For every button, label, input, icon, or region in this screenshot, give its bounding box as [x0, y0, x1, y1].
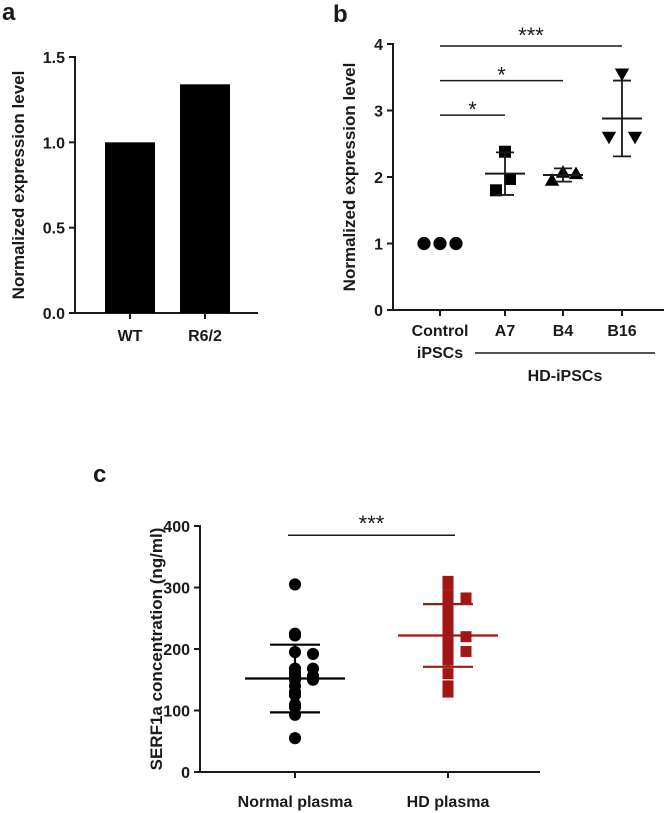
data-point	[417, 236, 431, 251]
y-tick-label: 100	[163, 704, 190, 721]
data-point	[460, 592, 472, 604]
data-point	[460, 645, 472, 657]
y-tick-label: 0	[374, 303, 383, 320]
y-tick-label: 4	[374, 37, 383, 54]
x-category-label: Control	[412, 323, 469, 340]
x-category-label: B4	[553, 323, 574, 340]
significance-label: *	[468, 97, 477, 122]
panel-label-c: c	[93, 461, 106, 488]
data-point	[442, 686, 454, 698]
y-tick-label: 3	[374, 104, 383, 121]
data-point	[544, 173, 560, 186]
x-category-label: A7	[495, 323, 516, 340]
data-point	[288, 578, 302, 591]
y-axis-title: Normalized expression level	[340, 63, 359, 292]
bar	[180, 84, 230, 313]
data-point	[627, 131, 643, 145]
group-label: HD-iPSCs	[528, 368, 603, 385]
y-axis-title: Normalized expression level	[9, 71, 28, 300]
y-tick-label: 300	[163, 581, 190, 598]
chart-panel-a: 0.0 0.5 1.0 1.5 Normalized expression level W…	[9, 50, 258, 345]
data-point	[306, 647, 320, 660]
y-tick-label: 0	[181, 765, 190, 782]
data-point	[442, 589, 454, 601]
chart-panel-b: 0 1 2 3 4 Normalized expression level Control i…	[340, 23, 664, 385]
y-tick-label: 0.0	[43, 306, 65, 323]
y-tick-label: 1.0	[43, 135, 65, 152]
bar	[105, 142, 155, 313]
significance-label: ***	[359, 511, 385, 536]
data-point	[614, 68, 630, 82]
data-point	[460, 631, 472, 643]
x-category-label: iPSCs	[417, 345, 463, 362]
data-point	[433, 236, 447, 251]
data-point	[306, 673, 320, 686]
y-tick-label: 400	[163, 519, 190, 536]
x-category-label: WT	[118, 328, 143, 345]
data-point	[442, 578, 454, 590]
data-point	[442, 680, 454, 692]
x-category-label: B16	[607, 323, 636, 340]
panel-label-a: a	[2, 0, 16, 26]
x-category-label: R6/2	[188, 328, 222, 345]
y-tick-label: 1.5	[43, 50, 65, 67]
data-point	[442, 668, 454, 680]
significance-label: ***	[518, 23, 544, 48]
data-point	[288, 629, 302, 642]
data-point	[288, 732, 302, 745]
data-point	[449, 236, 463, 251]
y-tick-label: 0.5	[43, 221, 65, 238]
data-point	[490, 184, 502, 197]
y-tick-label: 200	[163, 642, 190, 659]
panel-label-b: b	[333, 1, 348, 28]
data-point	[504, 172, 516, 185]
x-category-label: HD plasma	[407, 794, 490, 811]
x-category-label: Normal plasma	[238, 794, 353, 811]
y-tick-label: 2	[374, 170, 383, 187]
significance-label: *	[497, 63, 506, 88]
y-axis-title: SERF1a concentration (ng/ml)	[147, 528, 166, 771]
data-point	[601, 131, 617, 145]
y-tick-label: 1	[374, 237, 383, 254]
